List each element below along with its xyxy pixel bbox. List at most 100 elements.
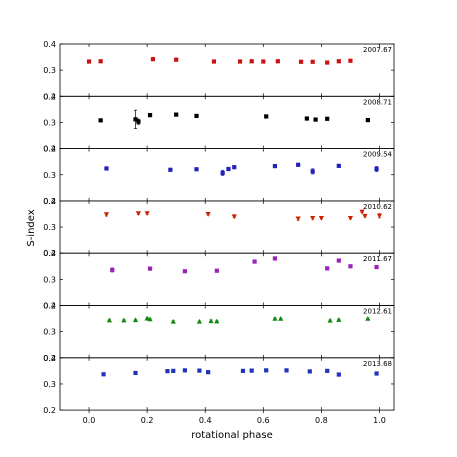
panels-group: 0.20.30.42007.670.20.30.42008.710.20.30.…	[43, 40, 395, 415]
data-point	[237, 59, 243, 64]
panel-frame	[59, 200, 395, 254]
data-point	[182, 269, 187, 274]
data-point	[135, 211, 142, 217]
data-point	[296, 162, 301, 167]
x-axis: 0.0 0.2 0.4 0.6 0.8 1.0	[83, 410, 386, 425]
data-point	[348, 264, 353, 269]
y-tick-label: 0.2	[43, 354, 56, 363]
panel-label: 2007.67	[363, 46, 392, 54]
data-point	[226, 166, 231, 172]
data-point	[336, 317, 342, 322]
data-point	[313, 117, 318, 122]
data-point	[147, 113, 153, 118]
y-tick-label: 0.4	[43, 197, 56, 206]
panel-frame	[59, 357, 395, 411]
data-point	[214, 268, 219, 273]
data-point	[165, 369, 170, 374]
data-point	[232, 165, 237, 170]
data-point	[374, 166, 379, 172]
data-point	[336, 163, 341, 168]
data-point	[98, 118, 103, 123]
y-tick-label: 0.4	[43, 249, 56, 258]
data-point	[336, 372, 341, 377]
panel-2: 0.2 0.3 0.4 2009.54	[43, 145, 395, 206]
data-point	[261, 59, 266, 64]
x-tick-label: 0.2	[141, 416, 154, 425]
y-tick-label: 0.3	[43, 380, 56, 389]
data-point	[231, 214, 237, 220]
y-tick-label: 0.3	[43, 223, 56, 232]
data-point	[275, 59, 280, 64]
data-point	[194, 167, 199, 172]
data-point	[133, 117, 138, 122]
panel-label: 2009.54	[363, 151, 392, 159]
panel-frame	[59, 95, 395, 150]
panel-label: 2012.61	[363, 308, 392, 316]
data-point	[249, 59, 254, 64]
panel-5: 0.2 0.3 0.4 2012.61	[43, 302, 395, 363]
data-point	[376, 213, 383, 219]
data-point	[240, 368, 246, 373]
y-axis-label: S-index	[26, 209, 37, 246]
data-point	[325, 368, 330, 373]
data-point	[278, 315, 284, 321]
data-point	[106, 317, 112, 323]
data-point	[86, 59, 92, 64]
data-point	[362, 213, 368, 219]
data-point	[264, 368, 269, 373]
y-tick-label: 0.4	[43, 145, 56, 154]
data-point	[365, 117, 370, 123]
data-point	[272, 256, 278, 261]
x-axis-label: rotational phase	[191, 430, 272, 441]
panel-1: 0.2 0.3 0.4 2008.71	[43, 92, 395, 154]
data-point	[150, 57, 156, 62]
data-point	[318, 215, 324, 221]
data-point	[374, 264, 379, 270]
y-tick-label: 0.2	[43, 302, 56, 311]
data-point	[101, 372, 106, 377]
y-tick-label: 0.4	[43, 354, 56, 363]
data-point	[110, 267, 115, 273]
data-point	[196, 318, 203, 324]
panel-0: 0.2 0.3 0.4 2007.67	[43, 40, 395, 101]
data-point	[211, 59, 217, 64]
x-tick-label: 0.0	[83, 416, 96, 425]
x-tick-label: 0.4	[199, 416, 212, 425]
data-point	[174, 57, 179, 62]
data-point	[121, 317, 127, 323]
y-tick-label: 0.2	[43, 92, 56, 101]
panel-3: 0.2 0.3 0.4 2010.62	[43, 197, 395, 258]
x-tick-label: 1.0	[373, 416, 386, 425]
data-point	[174, 112, 179, 117]
data-point	[284, 368, 289, 373]
data-point	[132, 317, 139, 323]
y-tick-label: 0.3	[43, 118, 56, 127]
y-tick-label: 0.2	[43, 406, 56, 415]
panel-label: 2010.62	[363, 203, 392, 211]
y-tick-label: 0.4	[43, 92, 56, 101]
y-tick-label: 0.2	[43, 197, 56, 206]
data-point	[252, 259, 257, 264]
data-point	[348, 58, 353, 63]
data-point	[336, 258, 341, 263]
data-point	[206, 370, 211, 375]
data-point	[298, 59, 304, 64]
y-tick-label: 0.4	[43, 302, 56, 311]
panel-frame	[59, 43, 395, 97]
data-point	[98, 59, 103, 64]
data-point	[272, 164, 278, 169]
panel-6: 0.2 0.3 0.4 2013.68	[43, 354, 395, 415]
data-point	[147, 316, 153, 322]
panel-label: 2011.67	[363, 255, 392, 263]
panel-frame	[59, 252, 395, 306]
data-point	[304, 116, 309, 121]
panel-4: 0.2 0.3 0.4 2011.67	[43, 249, 395, 311]
data-point	[144, 211, 150, 217]
data-point	[325, 116, 330, 121]
data-point	[197, 368, 202, 373]
y-tick-label: 0.3	[43, 66, 56, 75]
data-point	[295, 216, 301, 222]
panel-frame	[59, 305, 395, 359]
data-point	[171, 368, 176, 373]
